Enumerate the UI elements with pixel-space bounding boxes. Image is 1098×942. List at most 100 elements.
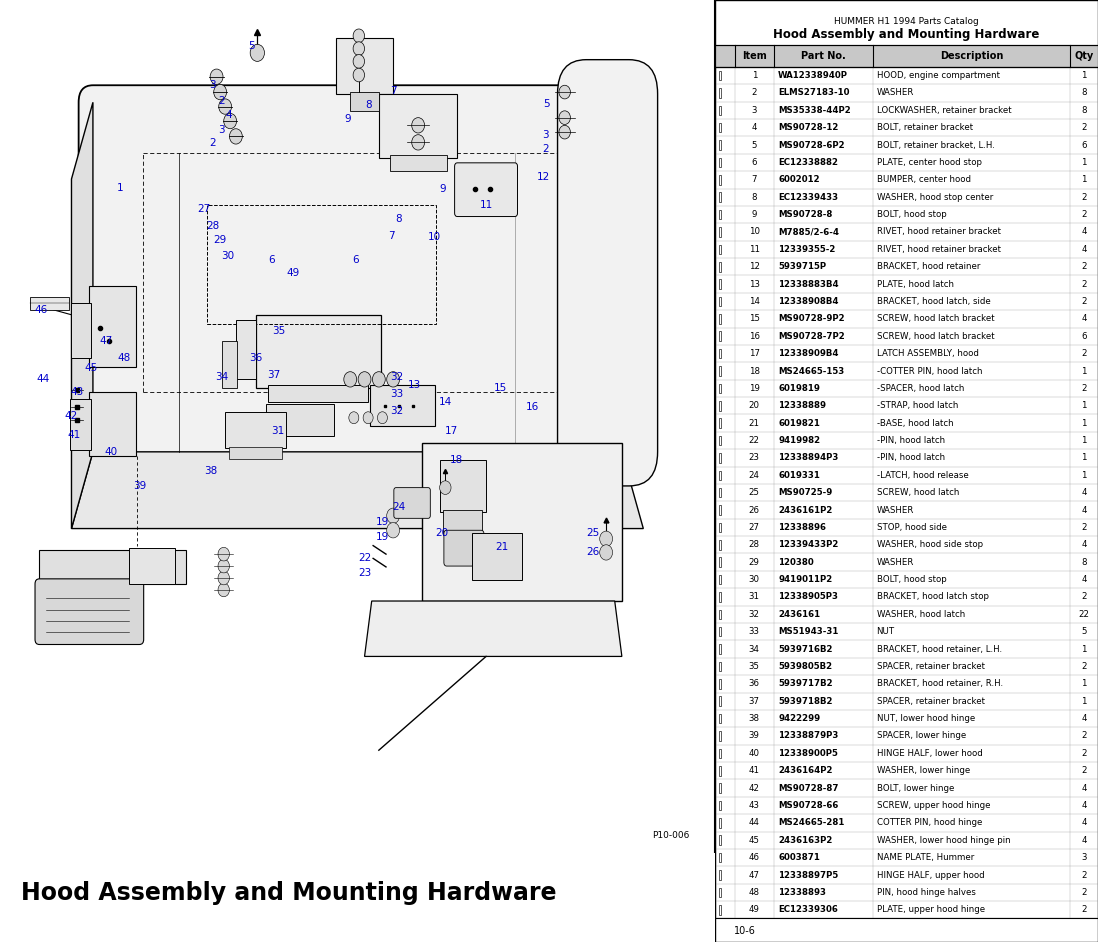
Text: -PIN, hood latch: -PIN, hood latch <box>876 453 944 463</box>
Text: 32: 32 <box>390 372 403 382</box>
Text: Qty: Qty <box>1075 51 1094 61</box>
Bar <box>718 297 720 306</box>
Circle shape <box>224 113 236 129</box>
Text: 37: 37 <box>749 697 760 706</box>
Text: 5: 5 <box>1082 627 1087 636</box>
Text: 4: 4 <box>1082 784 1087 792</box>
Bar <box>718 383 720 393</box>
Text: 6019331: 6019331 <box>778 471 820 479</box>
Polygon shape <box>40 550 186 584</box>
Bar <box>350 92 379 111</box>
Bar <box>390 155 447 171</box>
Text: 1: 1 <box>116 183 123 192</box>
Bar <box>30 297 69 310</box>
Text: 20: 20 <box>749 401 760 411</box>
Text: -LATCH, hood release: -LATCH, hood release <box>876 471 968 479</box>
Circle shape <box>219 547 229 560</box>
Text: 12338908B4: 12338908B4 <box>778 297 839 306</box>
Text: 40: 40 <box>749 749 760 758</box>
Text: 14: 14 <box>749 297 760 306</box>
Text: 2: 2 <box>1082 732 1087 740</box>
Text: MS90728-12: MS90728-12 <box>778 123 839 132</box>
Bar <box>128 548 175 584</box>
Text: PLATE, center hood stop: PLATE, center hood stop <box>876 158 982 167</box>
Bar <box>718 89 720 98</box>
Text: SCREW, hood latch bracket: SCREW, hood latch bracket <box>876 315 994 323</box>
Text: 3: 3 <box>751 106 757 115</box>
Bar <box>370 385 435 426</box>
Text: MS35338-44P2: MS35338-44P2 <box>778 106 851 115</box>
Text: 9422299: 9422299 <box>778 714 820 723</box>
Text: 6: 6 <box>1082 332 1087 341</box>
Text: 2: 2 <box>1082 870 1087 880</box>
Bar <box>472 533 522 579</box>
Text: 9419011P2: 9419011P2 <box>778 575 832 584</box>
Bar <box>379 94 458 157</box>
Text: WASHER, hood stop center: WASHER, hood stop center <box>876 193 993 202</box>
Circle shape <box>354 68 365 82</box>
Text: 23: 23 <box>749 453 760 463</box>
Text: 32: 32 <box>749 609 760 619</box>
Text: 41: 41 <box>67 430 80 440</box>
Text: RIVET, hood retainer bracket: RIVET, hood retainer bracket <box>876 227 1000 236</box>
Bar <box>718 818 720 828</box>
Text: MS90728-87: MS90728-87 <box>778 784 839 792</box>
Text: 4: 4 <box>1082 541 1087 549</box>
Bar <box>718 853 720 863</box>
Bar <box>718 905 720 915</box>
Bar <box>718 609 720 619</box>
Text: 12338896: 12338896 <box>778 523 826 532</box>
Text: BUMPER, center hood: BUMPER, center hood <box>876 175 971 185</box>
Text: 2: 2 <box>1082 384 1087 393</box>
Text: 22: 22 <box>1078 609 1089 619</box>
Text: 32: 32 <box>390 406 403 416</box>
Text: COTTER PIN, hood hinge: COTTER PIN, hood hinge <box>876 819 982 827</box>
Text: SCREW, upper hood hinge: SCREW, upper hood hinge <box>876 801 990 810</box>
Text: BRACKET, hood retainer, R.H.: BRACKET, hood retainer, R.H. <box>876 679 1002 689</box>
Text: 8: 8 <box>1082 106 1087 115</box>
Text: BRACKET, hood latch, side: BRACKET, hood latch, side <box>876 297 990 306</box>
Text: 2436164P2: 2436164P2 <box>778 766 832 775</box>
Text: PLATE, upper hood hinge: PLATE, upper hood hinge <box>876 905 985 915</box>
Circle shape <box>386 372 400 387</box>
Text: 37: 37 <box>267 370 280 381</box>
Text: Advance: Advance <box>197 312 490 370</box>
Circle shape <box>439 480 451 495</box>
Text: 15: 15 <box>749 315 760 323</box>
Text: ELMS27183-10: ELMS27183-10 <box>778 89 850 97</box>
Bar <box>718 157 720 168</box>
Text: 30: 30 <box>221 251 234 261</box>
Text: 2436161: 2436161 <box>778 609 820 619</box>
Text: 48: 48 <box>749 888 760 897</box>
Text: 13: 13 <box>408 381 422 390</box>
Text: 12338900P5: 12338900P5 <box>778 749 838 758</box>
Text: NAME PLATE, Hummer: NAME PLATE, Hummer <box>876 853 974 862</box>
Text: SPACER, retainer bracket: SPACER, retainer bracket <box>876 697 985 706</box>
Bar <box>718 505 720 515</box>
Text: 5939805B2: 5939805B2 <box>778 662 832 671</box>
Circle shape <box>378 412 388 424</box>
Text: 28: 28 <box>749 541 760 549</box>
Bar <box>718 280 720 289</box>
Text: -COTTER PIN, hood latch: -COTTER PIN, hood latch <box>876 366 982 376</box>
Bar <box>718 801 720 810</box>
Text: 33: 33 <box>749 627 760 636</box>
Bar <box>256 316 381 388</box>
Text: 43: 43 <box>749 801 760 810</box>
Circle shape <box>250 44 265 61</box>
Text: 40: 40 <box>104 447 117 457</box>
Text: 6: 6 <box>751 158 757 167</box>
Text: 42: 42 <box>749 784 760 792</box>
Text: WASHER, hood latch: WASHER, hood latch <box>876 609 965 619</box>
Text: LATCH ASSEMBLY, hood: LATCH ASSEMBLY, hood <box>876 349 978 358</box>
Circle shape <box>559 111 570 124</box>
Text: Accessories: Accessories <box>227 402 559 450</box>
Text: 1: 1 <box>1082 436 1087 445</box>
Bar <box>718 575 720 584</box>
Text: 8: 8 <box>365 100 371 110</box>
Text: 12338897P5: 12338897P5 <box>778 870 838 880</box>
Text: 34: 34 <box>749 644 760 654</box>
Text: 6: 6 <box>1082 140 1087 150</box>
Bar <box>718 679 720 689</box>
Text: 45: 45 <box>85 364 98 373</box>
